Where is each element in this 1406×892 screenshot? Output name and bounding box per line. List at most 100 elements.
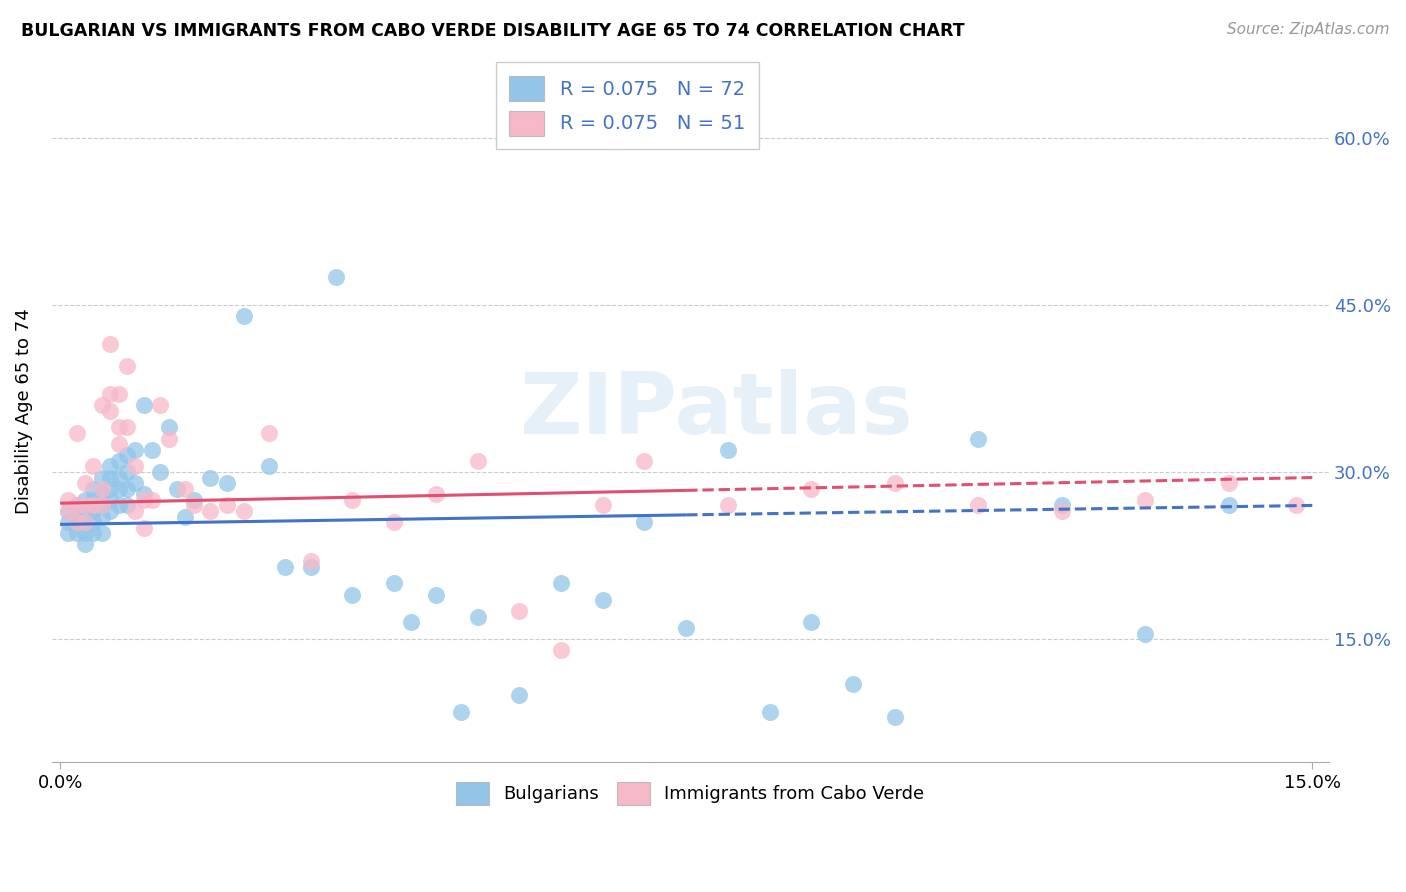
Point xyxy=(1050,499,1073,513)
Point xyxy=(115,465,138,479)
Point xyxy=(200,504,222,518)
Point xyxy=(1218,499,1240,513)
Point xyxy=(98,470,121,484)
Point xyxy=(58,492,80,507)
Point xyxy=(399,615,422,630)
Point xyxy=(550,643,572,657)
Point xyxy=(115,482,138,496)
Point xyxy=(107,420,129,434)
Point xyxy=(633,454,655,468)
Point xyxy=(425,487,447,501)
Point xyxy=(800,482,823,496)
Point xyxy=(1135,492,1157,507)
Point xyxy=(232,504,254,518)
Point xyxy=(82,492,104,507)
Point xyxy=(90,509,112,524)
Point xyxy=(90,482,112,496)
Point xyxy=(58,504,80,518)
Point xyxy=(232,309,254,323)
Point xyxy=(200,470,222,484)
Point xyxy=(157,420,180,434)
Point xyxy=(124,459,146,474)
Point xyxy=(107,387,129,401)
Point xyxy=(98,459,121,474)
Point xyxy=(115,448,138,462)
Point xyxy=(675,621,697,635)
Point xyxy=(149,398,172,412)
Point xyxy=(124,476,146,491)
Point xyxy=(98,482,121,496)
Point xyxy=(717,442,740,457)
Point xyxy=(183,499,205,513)
Point xyxy=(66,515,89,529)
Point xyxy=(115,499,138,513)
Point xyxy=(758,705,780,719)
Point xyxy=(58,526,80,541)
Point xyxy=(82,504,104,518)
Point xyxy=(75,526,97,541)
Point xyxy=(382,515,405,529)
Point xyxy=(66,499,89,513)
Point xyxy=(141,492,163,507)
Point xyxy=(141,442,163,457)
Point xyxy=(90,487,112,501)
Point xyxy=(66,499,89,513)
Point xyxy=(967,499,990,513)
Point xyxy=(58,504,80,518)
Point xyxy=(467,610,489,624)
Point xyxy=(1135,626,1157,640)
Point xyxy=(1050,504,1073,518)
Point xyxy=(299,559,322,574)
Point xyxy=(90,398,112,412)
Point xyxy=(174,482,197,496)
Point xyxy=(82,515,104,529)
Point xyxy=(342,492,364,507)
Point xyxy=(508,688,530,702)
Point xyxy=(132,487,155,501)
Text: BULGARIAN VS IMMIGRANTS FROM CABO VERDE DISABILITY AGE 65 TO 74 CORRELATION CHAR: BULGARIAN VS IMMIGRANTS FROM CABO VERDE … xyxy=(21,22,965,40)
Point xyxy=(842,677,865,691)
Point xyxy=(107,470,129,484)
Point xyxy=(98,504,121,518)
Point xyxy=(592,593,614,607)
Point xyxy=(90,499,112,513)
Point xyxy=(82,526,104,541)
Point xyxy=(132,521,155,535)
Point xyxy=(257,459,280,474)
Point xyxy=(107,482,129,496)
Point xyxy=(183,492,205,507)
Point xyxy=(115,420,138,434)
Point xyxy=(508,604,530,618)
Point xyxy=(157,432,180,446)
Point xyxy=(174,509,197,524)
Text: Source: ZipAtlas.com: Source: ZipAtlas.com xyxy=(1226,22,1389,37)
Point xyxy=(98,492,121,507)
Point xyxy=(107,499,129,513)
Point xyxy=(82,459,104,474)
Point xyxy=(75,537,97,551)
Point xyxy=(883,476,905,491)
Point xyxy=(299,554,322,568)
Y-axis label: Disability Age 65 to 74: Disability Age 65 to 74 xyxy=(15,308,32,514)
Point xyxy=(1218,476,1240,491)
Point xyxy=(66,526,89,541)
Point xyxy=(342,588,364,602)
Point xyxy=(124,442,146,457)
Point xyxy=(633,515,655,529)
Point xyxy=(257,425,280,440)
Point xyxy=(82,482,104,496)
Point xyxy=(1284,499,1306,513)
Point xyxy=(66,515,89,529)
Point xyxy=(425,588,447,602)
Point xyxy=(215,476,238,491)
Point xyxy=(382,576,405,591)
Point xyxy=(967,432,990,446)
Point xyxy=(107,437,129,451)
Point xyxy=(550,576,572,591)
Point xyxy=(592,499,614,513)
Point xyxy=(149,465,172,479)
Point xyxy=(115,359,138,373)
Point xyxy=(107,454,129,468)
Legend: Bulgarians, Immigrants from Cabo Verde: Bulgarians, Immigrants from Cabo Verde xyxy=(446,771,935,816)
Point xyxy=(90,499,112,513)
